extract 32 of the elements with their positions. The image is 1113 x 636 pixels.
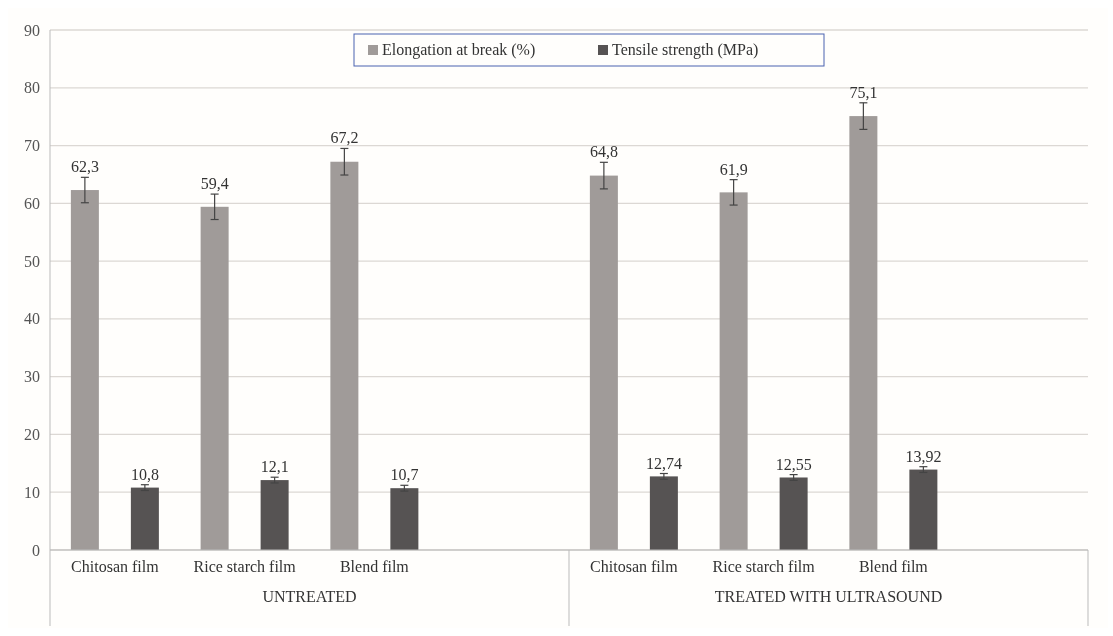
x-tick-label: Chitosan film [590,558,679,575]
data-label: 59,4 [200,175,229,193]
data-label: 64,8 [589,143,618,161]
data-label: 61,9 [719,160,748,178]
data-label: 67,2 [330,129,359,147]
data-label: 62,3 [70,158,99,176]
x-tick-label: Blend film [339,558,410,575]
data-label: 75,1 [849,83,878,101]
y-tick-label: 30 [24,368,40,386]
y-tick-label: 70 [24,137,40,155]
text: TREATED WITH ULTRASOUND [714,588,943,605]
x-tick-label: Rice starch film [193,558,297,575]
text: UNTREATED [262,588,357,605]
legend-label: Tensile strength (MPa) [612,41,759,59]
y-tick-label: 60 [24,194,40,212]
y-tick-label: 40 [24,310,40,328]
y-tick-label: 80 [24,79,40,97]
data-label: 12,74 [645,454,682,472]
y-tick-label: 10 [24,483,40,501]
data-label: 12,1 [260,458,289,476]
x-tick-label: Blend film [858,558,929,575]
data-label: 13,92 [905,447,942,465]
x-tick-label: Chitosan film [71,558,160,575]
y-tick-label: 90 [24,21,40,39]
y-tick-label: 50 [24,252,40,270]
y-tick-label: 0 [32,541,40,559]
data-label: 12,55 [775,455,812,473]
data-label: 10,8 [130,465,159,483]
y-tick-label: 20 [24,426,40,444]
data-label: 10,7 [390,466,419,484]
legend-label: Elongation at break (%) [382,41,536,59]
x-tick-label: Rice starch film [712,558,816,575]
